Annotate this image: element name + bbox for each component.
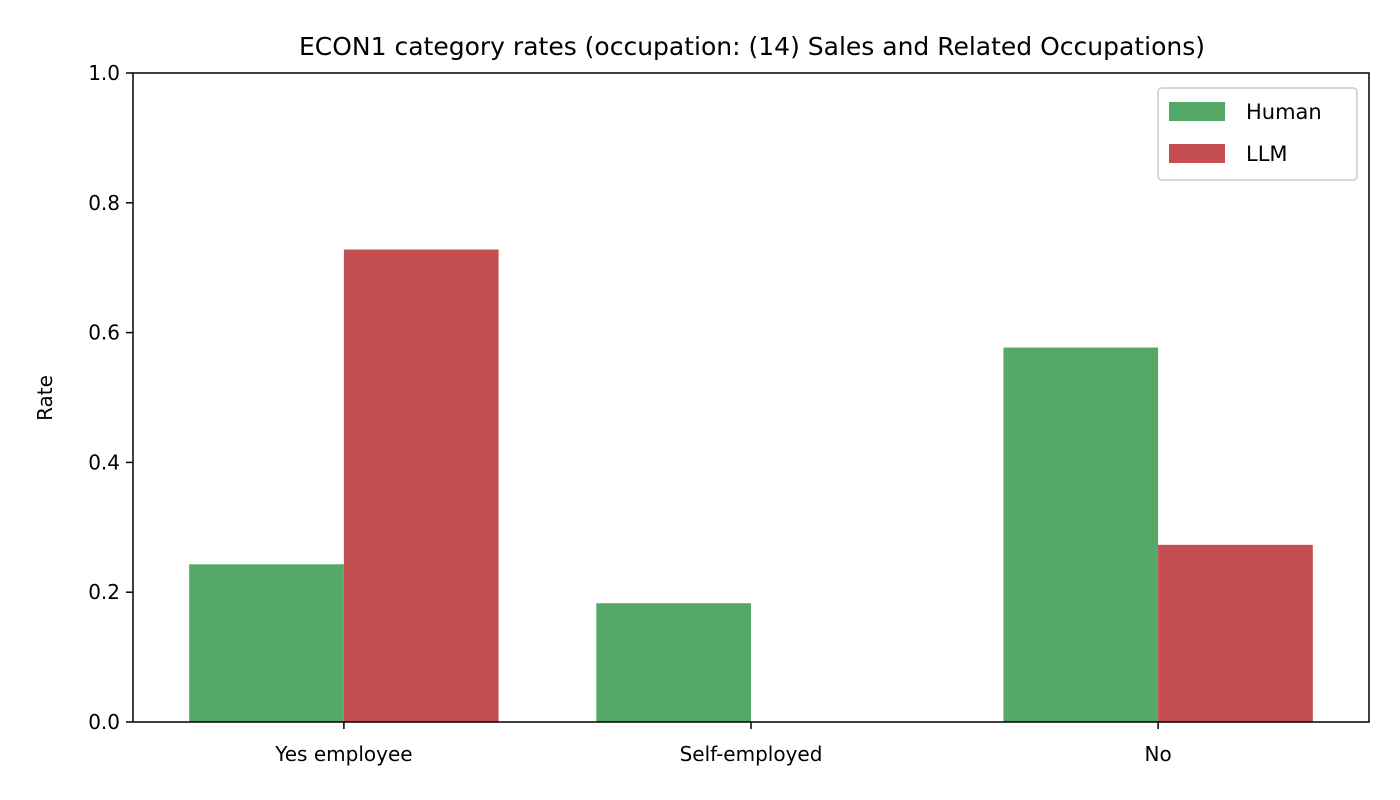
y-tick-label: 0.8	[88, 191, 120, 215]
y-tick-label: 0.4	[88, 450, 120, 474]
legend-swatch-llm	[1169, 144, 1225, 163]
y-axis-label: Rate	[33, 375, 57, 421]
legend-label-human: Human	[1246, 100, 1322, 124]
bars-layer	[189, 249, 1313, 722]
bar-llm-no	[1158, 544, 1313, 722]
y-tick-label: 0.0	[88, 710, 120, 734]
y-tick-label: 1.0	[88, 61, 120, 85]
bar-human-self-employed	[596, 603, 751, 722]
bar-llm-yes-employee	[343, 249, 499, 722]
plot-frame	[132, 72, 1370, 723]
x-axis: Yes employee Self-employed No	[274, 722, 1172, 766]
chart-title: ECON1 category rates (occupation: (14) S…	[299, 32, 1205, 61]
x-tick-label: Self-employed	[680, 742, 823, 766]
legend: Human LLM	[1157, 87, 1358, 181]
bar-human-yes-employee	[189, 564, 344, 722]
y-tick-label: 0.2	[88, 580, 120, 604]
x-tick-label: Yes employee	[274, 742, 412, 766]
legend-swatch-human	[1169, 102, 1225, 121]
y-tick-label: 0.6	[88, 321, 120, 345]
legend-label-llm: LLM	[1246, 142, 1288, 166]
bar-human-no	[1003, 347, 1159, 722]
y-axis: 0.0 0.2 0.4 0.6 0.8 1.0	[88, 61, 133, 734]
x-tick-label: No	[1145, 742, 1172, 766]
